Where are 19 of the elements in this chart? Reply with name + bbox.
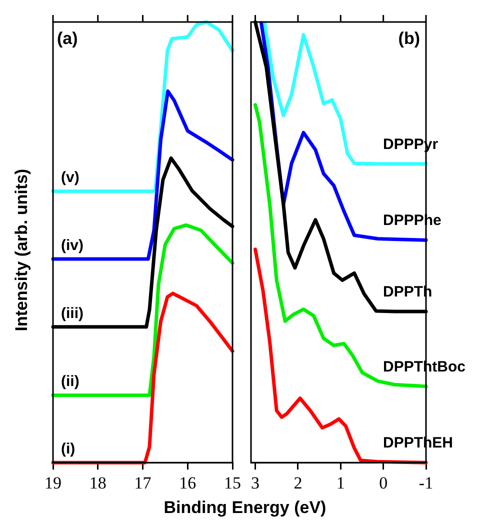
series-label: (ii) [61,373,80,390]
x-tick-label: 17 [134,473,152,492]
x-tick-label: 15 [224,473,241,492]
annotation: (b) [398,29,420,48]
series-label: (i) [61,440,76,458]
x-tick-label: 18 [89,473,106,492]
x-axis-title: Binding Energy (eV) [164,498,326,518]
x-tick-label: 1 [336,473,345,492]
x-tick-label: 2 [294,473,302,492]
series-label: (v) [61,169,80,186]
x-tick-label: 3 [251,473,260,492]
y-axis-title: Intensity (arb. units) [12,168,32,332]
x-tick-label: 16 [179,473,196,492]
series-label: (iii) [61,304,84,322]
series-label: (iv) [61,237,84,254]
x-tick-label: 0 [379,473,388,492]
x-tick-label: -1 [418,473,434,492]
x-tick-label: 19 [44,473,62,492]
annotation: (a) [57,29,78,48]
